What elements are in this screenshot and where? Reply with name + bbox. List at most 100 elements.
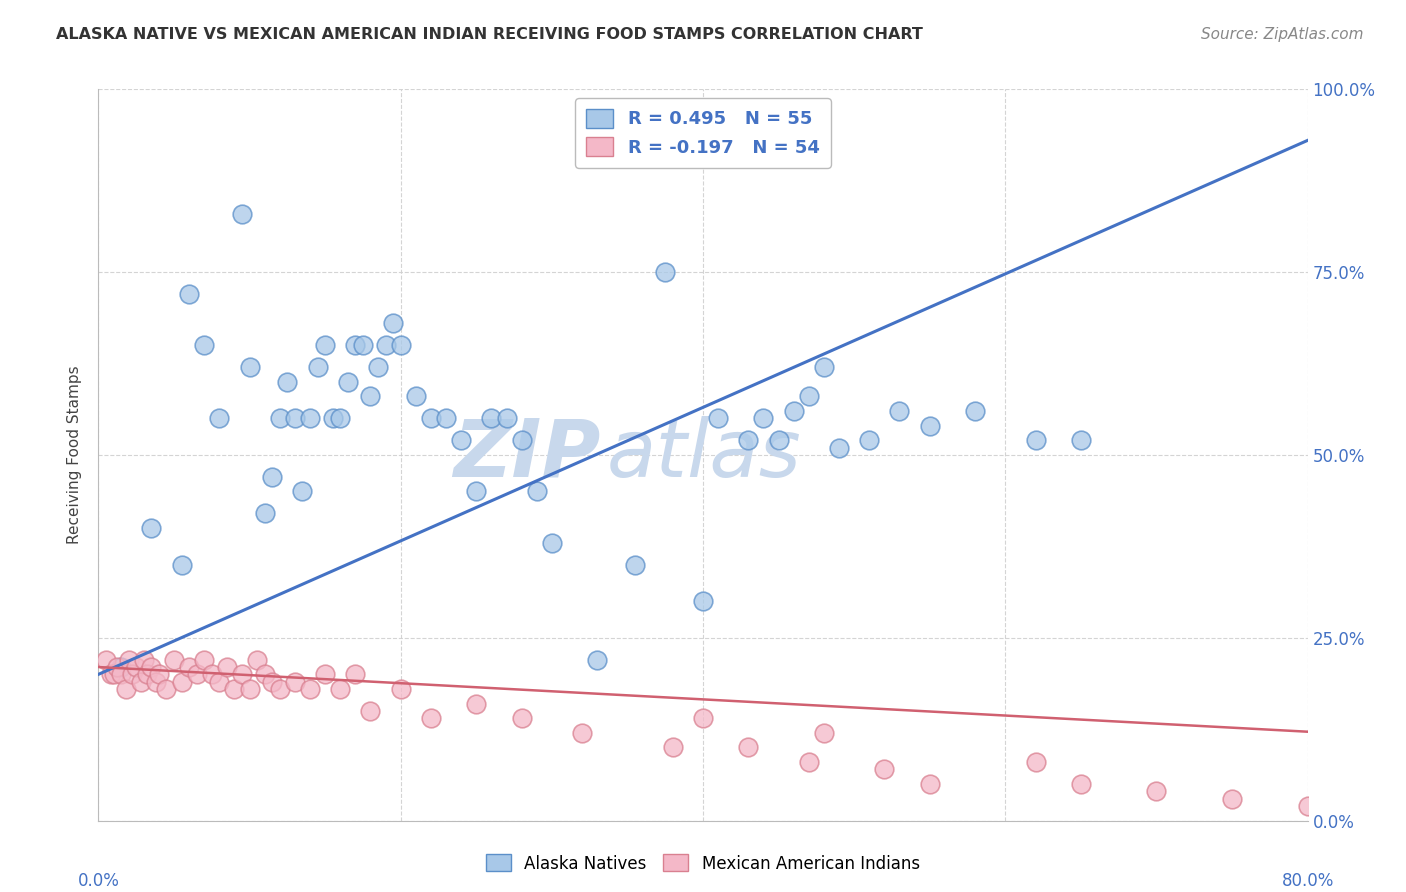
Point xyxy=(141,521,163,535)
Point xyxy=(314,667,336,681)
Point xyxy=(661,740,683,755)
Text: ALASKA NATIVE VS MEXICAN AMERICAN INDIAN RECEIVING FOOD STAMPS CORRELATION CHART: ALASKA NATIVE VS MEXICAN AMERICAN INDIAN… xyxy=(56,27,924,42)
Point xyxy=(224,681,246,696)
Point xyxy=(813,360,835,375)
Point xyxy=(170,674,193,689)
Point xyxy=(495,411,517,425)
Point xyxy=(465,484,488,499)
Point xyxy=(692,594,714,608)
Point xyxy=(110,667,132,681)
Point xyxy=(797,755,820,769)
Point xyxy=(284,674,307,689)
Point xyxy=(707,411,730,425)
Point xyxy=(121,667,143,681)
Point xyxy=(367,360,389,375)
Point xyxy=(965,404,987,418)
Point xyxy=(262,674,284,689)
Point xyxy=(797,389,820,403)
Point xyxy=(193,653,215,667)
Point xyxy=(307,360,329,375)
Point xyxy=(654,265,676,279)
Point xyxy=(155,681,177,696)
Y-axis label: Receiving Food Stamps: Receiving Food Stamps xyxy=(67,366,83,544)
Point xyxy=(110,660,132,674)
Point xyxy=(186,667,208,681)
Point xyxy=(336,375,359,389)
Point xyxy=(481,411,503,425)
Point xyxy=(828,441,851,455)
Point xyxy=(141,660,163,674)
Point xyxy=(420,411,443,425)
Point xyxy=(129,674,152,689)
Point xyxy=(344,667,367,681)
Point xyxy=(526,484,548,499)
Point xyxy=(299,411,322,425)
Point xyxy=(253,507,276,521)
Point xyxy=(105,660,128,674)
Point xyxy=(170,558,193,572)
Text: 0.0%: 0.0% xyxy=(77,871,120,890)
Point xyxy=(813,726,835,740)
Point xyxy=(344,338,367,352)
Point xyxy=(145,674,167,689)
Point xyxy=(94,653,117,667)
Point xyxy=(1024,755,1046,769)
Point xyxy=(163,653,186,667)
Point xyxy=(103,667,125,681)
Point xyxy=(1024,434,1046,448)
Point xyxy=(208,674,231,689)
Text: atlas: atlas xyxy=(606,416,801,494)
Point xyxy=(389,681,412,696)
Point xyxy=(322,411,344,425)
Point xyxy=(571,726,593,740)
Text: 80.0%: 80.0% xyxy=(1281,871,1334,890)
Point xyxy=(246,653,269,667)
Point xyxy=(540,535,562,549)
Point xyxy=(420,711,443,725)
Point xyxy=(1146,784,1168,798)
Point xyxy=(179,287,201,301)
Point xyxy=(692,711,714,725)
Point xyxy=(1296,799,1319,814)
Text: ZIP: ZIP xyxy=(453,416,600,494)
Point xyxy=(231,667,253,681)
Point xyxy=(239,681,262,696)
Point xyxy=(100,667,122,681)
Point xyxy=(215,660,238,674)
Point xyxy=(752,411,775,425)
Point xyxy=(1220,791,1243,805)
Point xyxy=(284,411,307,425)
Point xyxy=(1070,777,1092,791)
Point xyxy=(132,653,155,667)
Point xyxy=(360,389,382,403)
Point xyxy=(737,740,759,755)
Point xyxy=(783,404,806,418)
Point xyxy=(768,434,790,448)
Point xyxy=(193,338,215,352)
Point xyxy=(873,763,896,777)
Point xyxy=(253,667,276,681)
Point xyxy=(291,484,314,499)
Point xyxy=(737,434,759,448)
Legend: R = 0.495   N = 55, R = -0.197   N = 54: R = 0.495 N = 55, R = -0.197 N = 54 xyxy=(575,98,831,168)
Point xyxy=(510,711,533,725)
Point xyxy=(329,681,352,696)
Point xyxy=(231,206,253,220)
Point xyxy=(918,418,941,433)
Point xyxy=(118,653,141,667)
Point xyxy=(405,389,427,403)
Point xyxy=(269,681,291,696)
Point xyxy=(1070,434,1092,448)
Point xyxy=(352,338,374,352)
Point xyxy=(450,434,472,448)
Point xyxy=(510,434,533,448)
Point xyxy=(465,697,488,711)
Point xyxy=(179,660,201,674)
Point xyxy=(239,360,262,375)
Point xyxy=(624,558,647,572)
Point xyxy=(586,653,609,667)
Point xyxy=(314,338,336,352)
Point xyxy=(276,375,298,389)
Point xyxy=(135,667,157,681)
Legend: Alaska Natives, Mexican American Indians: Alaska Natives, Mexican American Indians xyxy=(479,847,927,880)
